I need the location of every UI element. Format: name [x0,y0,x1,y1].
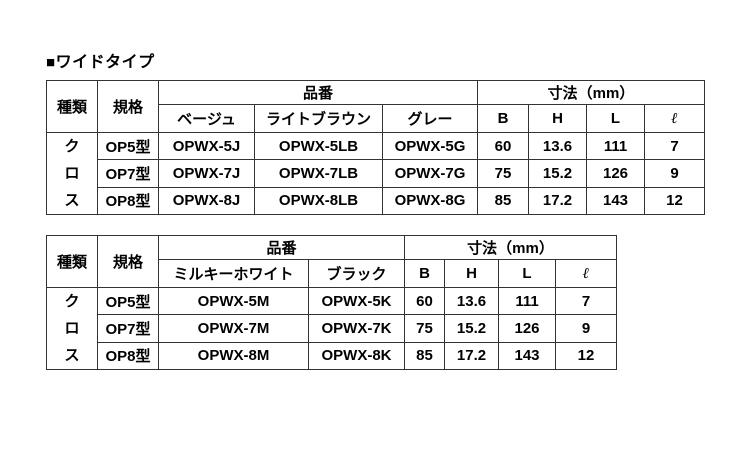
page-title-text: ワイドタイプ [55,54,155,71]
cell-standard: OP7型 [97,159,159,188]
cell-part-milky-white: OPWX-7M [158,314,309,343]
cell-part-gray: OPWX-8G [382,186,478,216]
cell-dim-h: 17.2 [528,186,587,216]
header-dim-h: H [444,259,499,288]
cell-part-beige: OPWX-5J [158,131,255,161]
cell-dim-l: 143 [586,186,645,216]
cell-standard: OP5型 [97,286,159,316]
cell-dim-h: 15.2 [444,314,499,343]
cell-standard: OP5型 [97,131,159,161]
cell-dim-l: 111 [498,286,556,316]
table-header-row: 種類 規格 品番 寸法（mm） [46,80,705,133]
cell-part-beige: OPWX-8J [158,186,255,216]
cell-dim-l: 126 [498,314,556,343]
cell-part-light-brown: OPWX-8LB [254,186,383,216]
header-dim-h: H [528,104,587,133]
table-header-row: 種類 規格 品番 寸法（mm） [46,235,617,288]
table-row: ク ロ ス OP5型 OPWX-5M OPWX-5K 60 13.6 111 7 [46,286,617,370]
page-title: ■ワイドタイプ [46,53,705,72]
cell-dim-ell: 9 [644,159,705,188]
header-dimensions: 寸法（mm） [404,235,617,260]
cell-dim-h: 17.2 [444,341,499,371]
header-dim-b: B [477,104,529,133]
kind-char: ク [64,138,80,155]
cell-dim-b: 75 [477,159,529,188]
kind-char: ク [64,293,80,310]
kind-char: ス [64,192,80,209]
spec-table-beige-lightbrown-gray: 種類 規格 品番 寸法（mm） ベージュ ライトブラウン グレー B H L ℓ… [46,80,705,216]
cell-dim-ell: 7 [644,131,705,161]
header-part-number: 品番 [158,80,478,105]
header-dim-ell: ℓ [644,104,705,133]
header-color-beige: ベージュ [158,104,255,133]
header-kind: 種類 [46,80,98,133]
header-dim-ell: ℓ [555,259,617,288]
header-color-gray: グレー [382,104,478,133]
header-color-light-brown: ライトブラウン [254,104,383,133]
square-bullet-icon: ■ [46,54,56,71]
kind-vertical-label: ク ロ ス [46,132,98,215]
cell-dim-b: 85 [477,186,529,216]
cell-part-black: OPWX-5K [308,286,405,316]
header-standard: 規格 [97,80,159,133]
cell-dim-l: 111 [586,131,645,161]
cell-dim-b: 85 [404,341,445,371]
cell-dim-h: 13.6 [444,286,499,316]
header-dim-l: L [498,259,556,288]
header-standard: 規格 [97,235,159,288]
cell-dim-l: 143 [498,341,556,371]
cell-dim-b: 60 [404,286,445,316]
cell-part-beige: OPWX-7J [158,159,255,188]
kind-char: ス [64,347,80,364]
table-subheader-row: ミルキーホワイト ブラック B H L ℓ [47,259,617,288]
table-row: OP7型 OPWX-7M OPWX-7K 75 15.2 126 9 [47,314,617,343]
kind-vertical-label: ク ロ ス [46,287,98,370]
header-part-number: 品番 [158,235,405,260]
kind-char: ロ [64,165,80,182]
cell-dim-b: 60 [477,131,529,161]
cell-part-light-brown: OPWX-5LB [254,131,383,161]
cell-part-gray: OPWX-7G [382,159,478,188]
cell-dim-h: 13.6 [528,131,587,161]
table-row: OP8型 OPWX-8J OPWX-8LB OPWX-8G 85 17.2 14… [47,186,705,216]
cell-part-gray: OPWX-5G [382,131,478,161]
cell-standard: OP7型 [97,314,159,343]
cell-standard: OP8型 [97,341,159,371]
cell-dim-ell: 9 [555,314,617,343]
table-row: ク ロ ス OP5型 OPWX-5J OPWX-5LB OPWX-5G 60 1… [46,131,705,215]
cell-part-light-brown: OPWX-7LB [254,159,383,188]
table-subheader-row: ベージュ ライトブラウン グレー B H L ℓ [47,104,705,133]
cell-part-milky-white: OPWX-5M [158,286,309,316]
header-dimensions: 寸法（mm） [477,80,705,105]
cell-dim-l: 126 [586,159,645,188]
cell-dim-ell: 7 [555,286,617,316]
cell-standard: OP8型 [97,186,159,216]
cell-dim-h: 15.2 [528,159,587,188]
cell-part-black: OPWX-8K [308,341,405,371]
kind-char: ロ [64,320,80,337]
table-row: OP8型 OPWX-8M OPWX-8K 85 17.2 143 12 [47,341,617,371]
cell-dim-ell: 12 [644,186,705,216]
header-color-black: ブラック [308,259,405,288]
spec-sheet: ■ワイドタイプ 種類 規格 品番 寸法（mm） ベージュ ライトブラウン グレー… [46,53,705,371]
header-kind: 種類 [46,235,98,288]
cell-dim-b: 75 [404,314,445,343]
header-dim-l: L [586,104,645,133]
cell-part-black: OPWX-7K [308,314,405,343]
header-dim-b: B [404,259,445,288]
spec-table-milkywhite-black: 種類 規格 品番 寸法（mm） ミルキーホワイト ブラック B H L ℓ ク … [46,235,617,371]
table-row: OP7型 OPWX-7J OPWX-7LB OPWX-7G 75 15.2 12… [47,159,705,188]
cell-part-milky-white: OPWX-8M [158,341,309,371]
header-color-milky-white: ミルキーホワイト [158,259,309,288]
cell-dim-ell: 12 [555,341,617,371]
